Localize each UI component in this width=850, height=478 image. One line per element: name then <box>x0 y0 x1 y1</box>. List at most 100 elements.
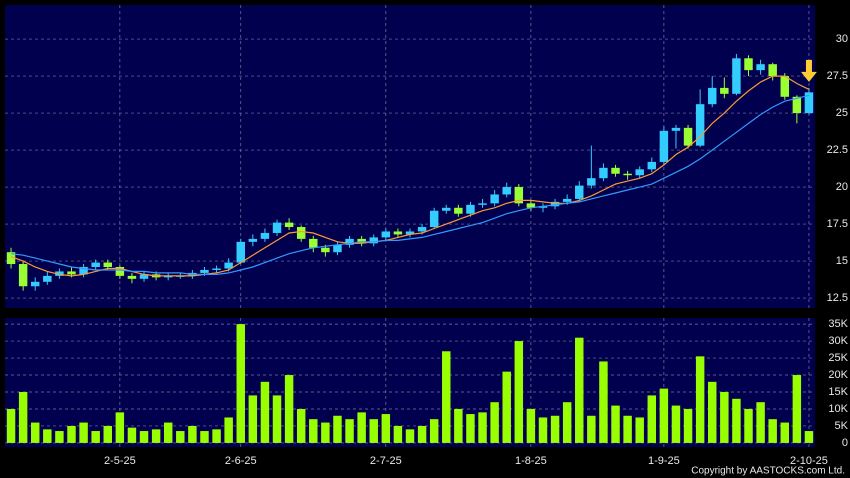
candle-body <box>333 244 342 253</box>
volume-bar <box>683 408 693 443</box>
candle-body <box>502 187 511 195</box>
volume-bar <box>575 337 584 443</box>
volume-bar <box>6 408 16 443</box>
volume-bar <box>176 431 185 443</box>
candle-body <box>6 252 16 265</box>
volume-bar <box>792 375 802 443</box>
x-tick-label: 1-8-25 <box>515 455 547 467</box>
candle-body <box>139 274 149 279</box>
volume-bar <box>18 392 28 443</box>
volume-bar <box>163 422 173 443</box>
candle-body <box>405 231 415 235</box>
volume-bar <box>671 405 681 443</box>
candle-body <box>224 262 233 269</box>
candle-body <box>478 203 487 205</box>
volume-bar <box>659 388 669 443</box>
volume-bar <box>623 415 632 443</box>
candle-body <box>538 206 548 208</box>
candle-body <box>345 238 354 245</box>
volume-bar <box>260 381 270 443</box>
candle-body <box>562 198 572 202</box>
candle-body <box>623 173 632 176</box>
volume-bar <box>466 414 475 443</box>
volume-bar <box>442 351 451 443</box>
volume-bar <box>478 412 487 443</box>
y-tick-label: 25 <box>836 107 848 119</box>
volume-bar <box>611 405 620 443</box>
volume-bar <box>333 415 342 443</box>
volume-bar <box>284 375 294 443</box>
candle-body <box>744 58 753 71</box>
candle-body <box>30 281 40 287</box>
volume-bar <box>502 371 511 443</box>
candle-body <box>792 96 802 114</box>
volume-bar <box>139 431 149 443</box>
candle-body <box>67 271 76 275</box>
volume-bar <box>296 408 306 443</box>
candle-body <box>671 127 681 131</box>
volume-bar <box>514 341 524 443</box>
candle-body <box>780 76 790 97</box>
y-tick-label: 10K <box>828 403 848 415</box>
candle-body <box>683 127 693 146</box>
candle-body <box>200 269 209 273</box>
candle-body <box>720 87 729 94</box>
y-tick-label: 12.5 <box>827 292 848 304</box>
y-tick-label: 0 <box>842 437 848 449</box>
y-tick-label: 30K <box>828 335 848 347</box>
volume-bar <box>151 429 161 443</box>
volume-bar <box>720 392 729 443</box>
volume-bar <box>804 431 814 443</box>
candle-body <box>309 238 318 248</box>
y-tick-label: 35K <box>828 318 848 330</box>
moving-average-line <box>10 75 810 277</box>
candle-body <box>550 201 560 207</box>
candle-body <box>115 266 125 276</box>
candle-body <box>695 104 705 146</box>
x-tick-label: 2-6-25 <box>225 455 257 467</box>
volume-bar <box>538 417 548 443</box>
y-tick-label: 20K <box>828 369 848 381</box>
volume-bar <box>212 429 221 443</box>
candle-body <box>18 264 28 287</box>
volume-bar <box>635 417 644 443</box>
volume-bar <box>490 402 499 443</box>
candle-body <box>248 238 258 242</box>
x-tick-label: 2-5-25 <box>104 455 136 467</box>
candle-body <box>296 227 306 239</box>
y-tick-label: 20 <box>836 181 848 193</box>
volume-bar <box>357 412 366 443</box>
candle-body <box>635 169 644 176</box>
candle-body <box>659 130 669 162</box>
y-tick-label: 30 <box>836 33 848 45</box>
candle-body <box>429 210 439 228</box>
candle-body <box>91 262 100 267</box>
y-tick-label: 15 <box>836 255 848 267</box>
candle-body <box>490 194 499 204</box>
candle-body <box>212 268 221 270</box>
price-panel <box>5 5 815 308</box>
volume-bar <box>30 422 40 443</box>
volume-bar <box>756 402 765 443</box>
candle-body <box>768 64 777 77</box>
candle-body <box>43 275 52 282</box>
volume-bar <box>562 402 572 443</box>
y-tick-label: 15K <box>828 386 848 398</box>
candle-body <box>454 207 463 214</box>
volume-bar <box>43 429 52 443</box>
candle-body <box>79 266 88 275</box>
volume-bar <box>224 417 233 443</box>
volume-bar <box>248 395 258 443</box>
volume-bar <box>321 422 330 443</box>
volume-bar <box>429 419 439 443</box>
volume-bar <box>732 398 741 443</box>
volume-bar <box>599 361 608 443</box>
volume-bar <box>417 425 427 443</box>
candle-body <box>417 227 427 232</box>
volume-bar <box>345 419 354 443</box>
candle-body <box>393 231 403 235</box>
candle-body <box>756 64 765 71</box>
volume-bar <box>587 415 596 443</box>
candle-body <box>260 232 270 239</box>
